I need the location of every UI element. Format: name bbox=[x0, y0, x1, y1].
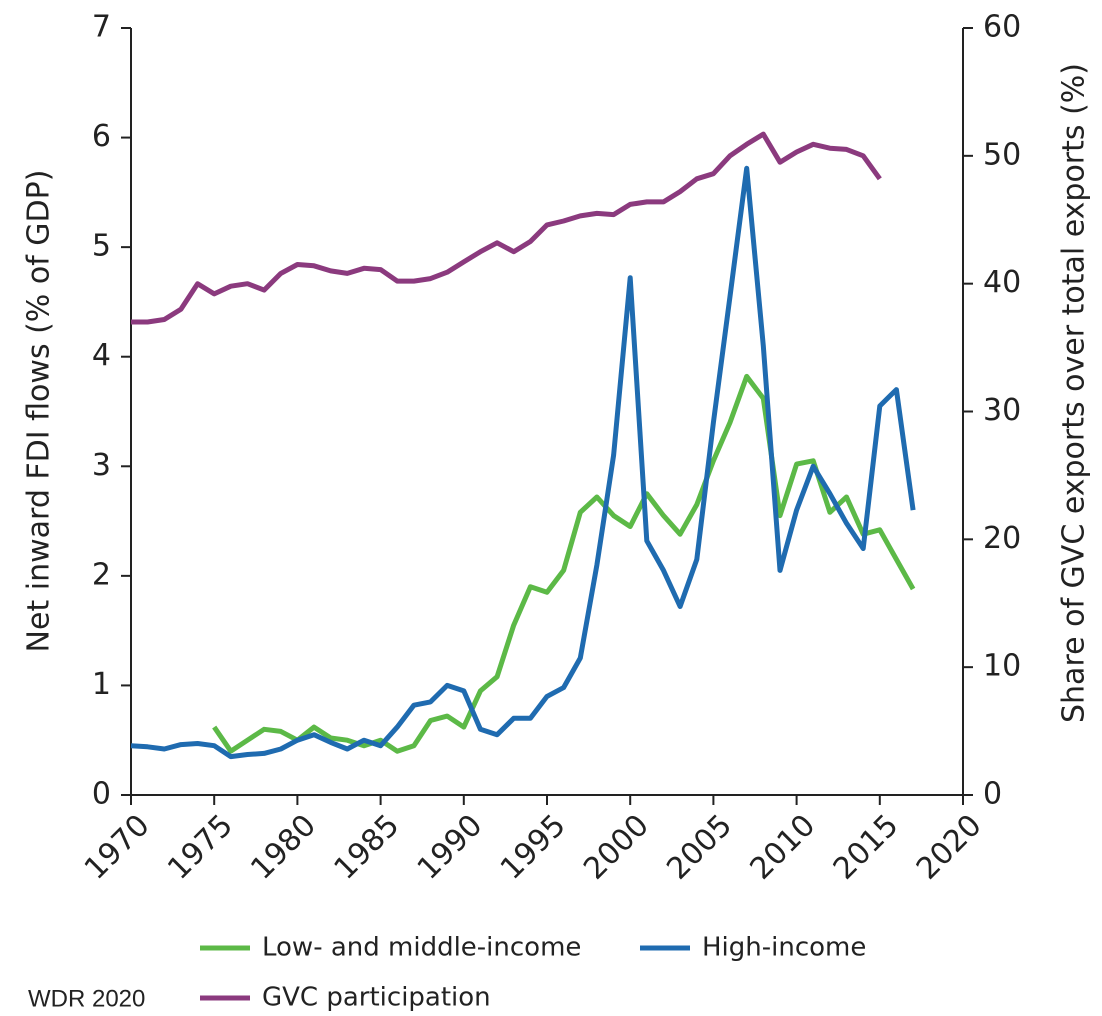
y2-tick-label: 60 bbox=[983, 10, 1021, 45]
y2-tick-label: 50 bbox=[983, 137, 1021, 172]
legend-label: High-income bbox=[702, 933, 866, 963]
y2-tick-label: 30 bbox=[983, 393, 1021, 428]
x-tick-label: 1970 bbox=[78, 808, 157, 887]
y-tick-label: 1 bbox=[92, 667, 111, 702]
x-tick-label: 2015 bbox=[827, 808, 906, 887]
y2-tick-label: 0 bbox=[983, 777, 1002, 812]
y-tick-label: 6 bbox=[92, 119, 111, 154]
y-tick-label: 3 bbox=[92, 448, 111, 483]
legend-label: GVC participation bbox=[262, 983, 491, 1013]
series-line bbox=[212, 373, 916, 754]
y-axis-label: Net inward FDI flows (% of GDP) bbox=[22, 170, 57, 653]
x-tick-label: 2000 bbox=[577, 808, 656, 887]
x-tick-label: 1985 bbox=[328, 808, 407, 887]
y-tick-label: 7 bbox=[92, 10, 111, 45]
x-tick-label: 1980 bbox=[244, 808, 323, 887]
y-tick-label: 2 bbox=[92, 557, 111, 592]
y2-axis-label: Share of GVC exports over total exports … bbox=[1057, 63, 1092, 723]
legend-label: Low- and middle-income bbox=[262, 933, 581, 963]
series-line bbox=[130, 165, 916, 760]
y-tick-label: 0 bbox=[92, 777, 111, 812]
y-tick-label: 5 bbox=[92, 229, 111, 264]
x-tick-label: 2005 bbox=[660, 808, 739, 887]
series-line bbox=[131, 131, 882, 325]
y2-tick-label: 10 bbox=[983, 649, 1021, 684]
y2-tick-label: 40 bbox=[983, 265, 1021, 300]
x-tick-label: 1995 bbox=[494, 808, 573, 887]
x-tick-label: 1975 bbox=[161, 808, 240, 887]
x-tick-label: 2020 bbox=[910, 808, 989, 887]
source: WDR 2020 bbox=[28, 985, 145, 1012]
y-tick-label: 4 bbox=[92, 338, 111, 373]
y2-tick-label: 20 bbox=[983, 521, 1021, 556]
x-tick-label: 2010 bbox=[744, 808, 823, 887]
x-tick-label: 1990 bbox=[411, 808, 490, 887]
